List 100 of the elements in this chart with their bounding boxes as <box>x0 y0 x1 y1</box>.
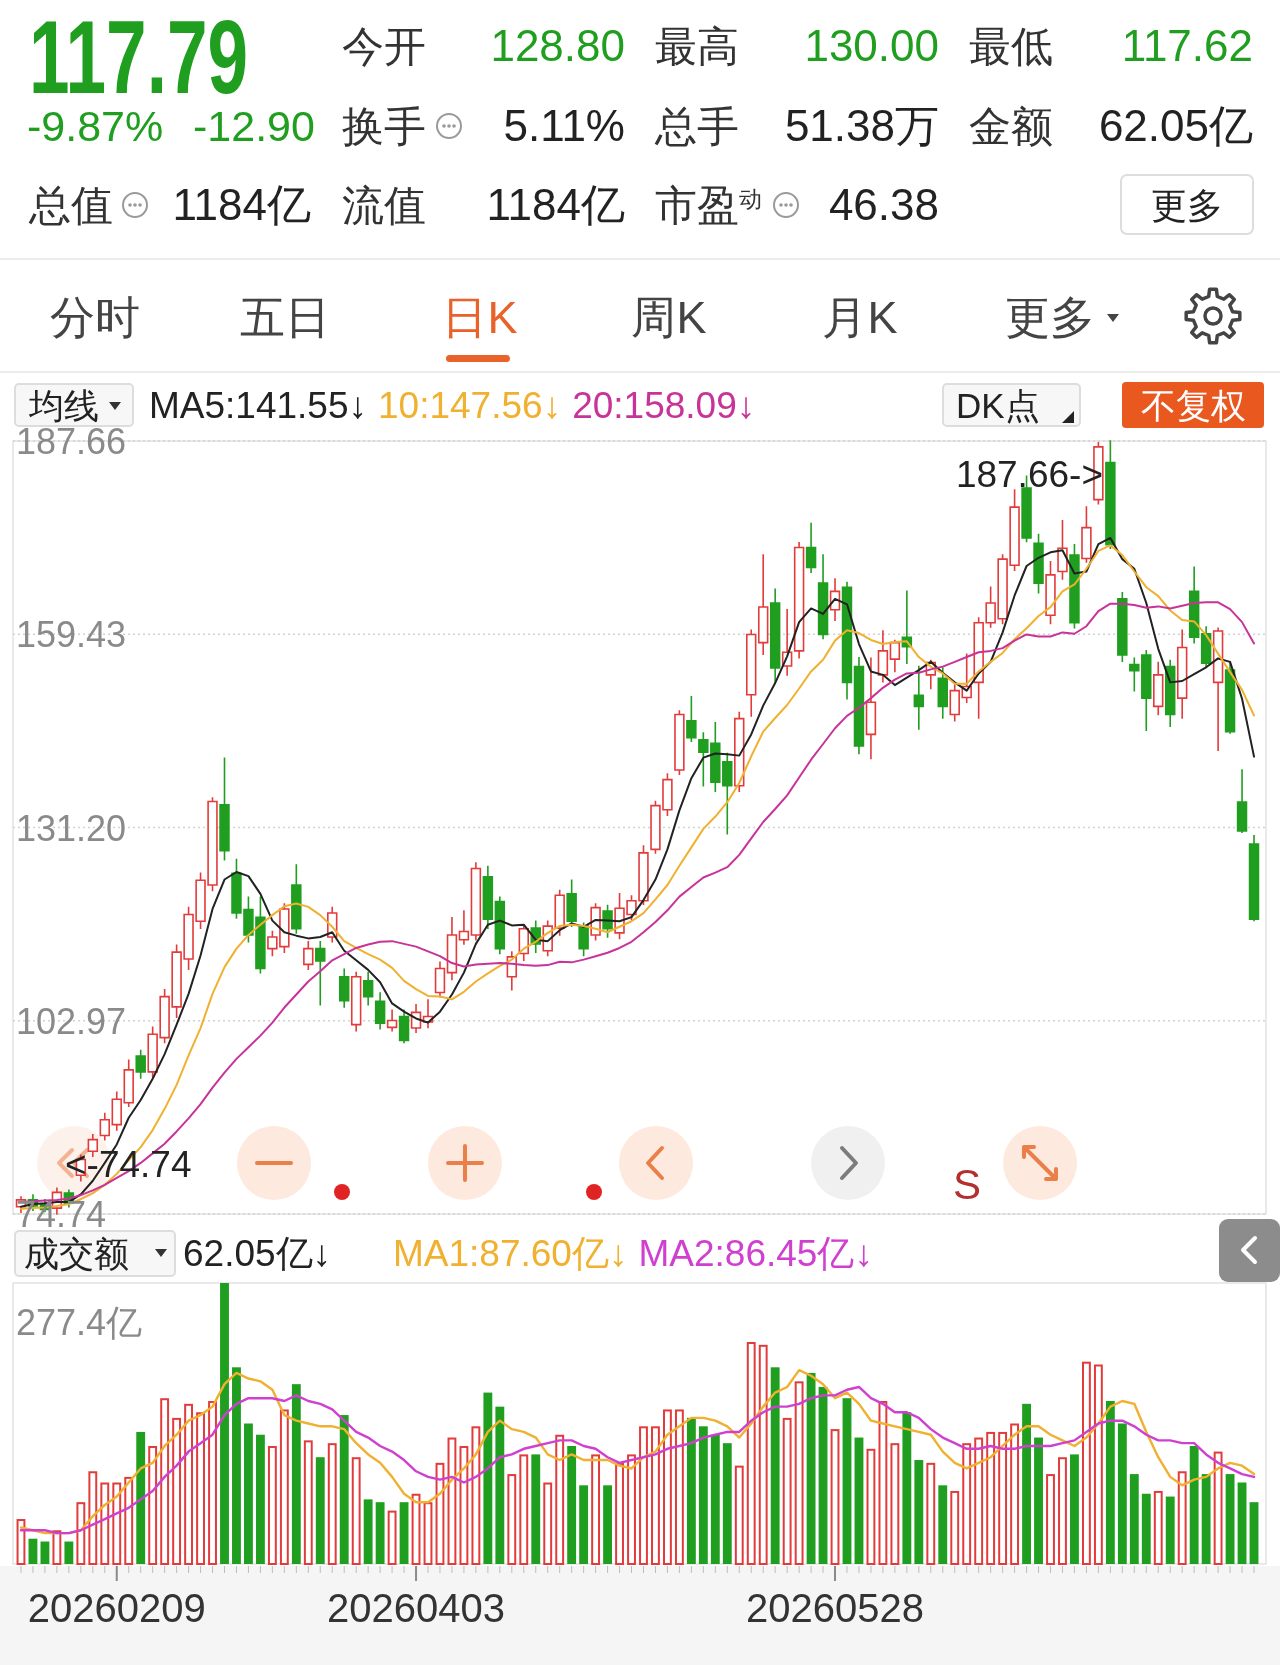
bar <box>411 1493 421 1565</box>
bar <box>1034 1437 1043 1564</box>
y-tick-label: 159.43 <box>16 614 127 656</box>
bar <box>315 1457 325 1564</box>
bar <box>1070 1454 1079 1564</box>
bar <box>1177 1471 1187 1565</box>
bar <box>615 1462 624 1565</box>
text: 1184亿 <box>172 180 311 229</box>
candlestick <box>1033 533 1044 594</box>
text: 总值 <box>28 182 113 229</box>
text: 130.00 <box>804 21 939 70</box>
candlestick <box>1069 543 1080 629</box>
bar <box>686 1417 696 1564</box>
candlestick <box>853 656 865 755</box>
text: 月K <box>822 292 898 343</box>
bar <box>950 1490 960 1565</box>
text: 流值 <box>342 182 426 229</box>
bar <box>663 1409 672 1565</box>
bar <box>459 1445 469 1565</box>
candlestick <box>446 917 458 981</box>
text: 分时 <box>50 292 140 343</box>
candlestick <box>315 941 326 1006</box>
x-tick-label: 20260209 <box>27 1586 206 1630</box>
candlestick <box>1224 661 1236 734</box>
y-tick-label: 102.97 <box>16 1000 127 1042</box>
bar <box>471 1426 481 1565</box>
candlestick <box>219 757 230 861</box>
bar <box>196 1412 205 1565</box>
bar <box>698 1426 708 1564</box>
bar <box>1213 1451 1223 1565</box>
candlestick <box>757 554 769 656</box>
bar <box>1046 1474 1055 1565</box>
bar <box>303 1440 313 1565</box>
candlestick <box>877 630 889 683</box>
bar <box>579 1485 589 1564</box>
bar <box>986 1431 996 1565</box>
bar <box>363 1499 373 1564</box>
bar <box>483 1392 493 1564</box>
candlestick <box>1200 626 1212 669</box>
bar <box>866 1448 876 1565</box>
text: 五日 <box>240 292 330 343</box>
annotation: 277.4亿 <box>16 1302 143 1343</box>
bar <box>255 1434 265 1564</box>
bar <box>435 1462 445 1565</box>
candlestick <box>99 1112 111 1141</box>
candlestick <box>434 961 446 998</box>
candlestick <box>1188 566 1200 644</box>
candlestick <box>1212 627 1224 751</box>
bar <box>555 1434 565 1565</box>
text: 最低 <box>969 23 1053 70</box>
candlestick <box>793 541 805 659</box>
bar <box>890 1443 900 1565</box>
text: 不复权 <box>1140 386 1246 425</box>
bar <box>710 1434 720 1564</box>
candlestick <box>674 710 685 775</box>
bar <box>806 1372 816 1564</box>
bar <box>567 1445 577 1564</box>
candlestick <box>841 581 853 700</box>
bar <box>627 1454 636 1565</box>
text: 62.05亿↓ <box>183 1233 332 1274</box>
bar <box>926 1462 936 1565</box>
bar <box>1225 1474 1235 1564</box>
bar <box>112 1482 122 1565</box>
candlestick <box>805 522 817 573</box>
text: 均线 <box>28 386 99 425</box>
text: 51.38万 <box>784 101 939 150</box>
text: 62.05亿 <box>1098 101 1253 150</box>
text: 日K <box>442 292 518 343</box>
candlestick <box>386 1009 398 1032</box>
bar <box>1201 1474 1211 1564</box>
bar <box>160 1398 170 1565</box>
candlestick <box>937 667 948 719</box>
text: MA2:86.45亿↓ <box>638 1233 873 1274</box>
text: 更多 <box>1005 292 1095 343</box>
bar <box>782 1417 792 1565</box>
bar <box>734 1465 744 1565</box>
bar <box>124 1476 134 1565</box>
bar <box>722 1443 732 1564</box>
bar <box>770 1367 780 1564</box>
text: 市盈$^{动}$ <box>655 182 762 229</box>
bar <box>1129 1474 1139 1564</box>
candlestick <box>578 922 589 957</box>
bar <box>100 1482 110 1565</box>
bar <box>674 1409 684 1565</box>
bar <box>136 1431 146 1564</box>
bar <box>1153 1490 1163 1565</box>
candlestick <box>1105 440 1116 549</box>
bar <box>962 1443 972 1565</box>
text: 128.80 <box>490 21 625 70</box>
text: 周K <box>631 292 707 343</box>
candlestick <box>1117 591 1128 662</box>
bar <box>291 1384 301 1564</box>
bar <box>794 1381 804 1565</box>
candlestick <box>398 1009 410 1044</box>
bar <box>914 1460 924 1564</box>
candlestick <box>470 862 482 941</box>
candlestick <box>458 910 470 945</box>
bar <box>423 1502 433 1565</box>
bar <box>375 1502 385 1564</box>
candlestick <box>303 941 314 970</box>
